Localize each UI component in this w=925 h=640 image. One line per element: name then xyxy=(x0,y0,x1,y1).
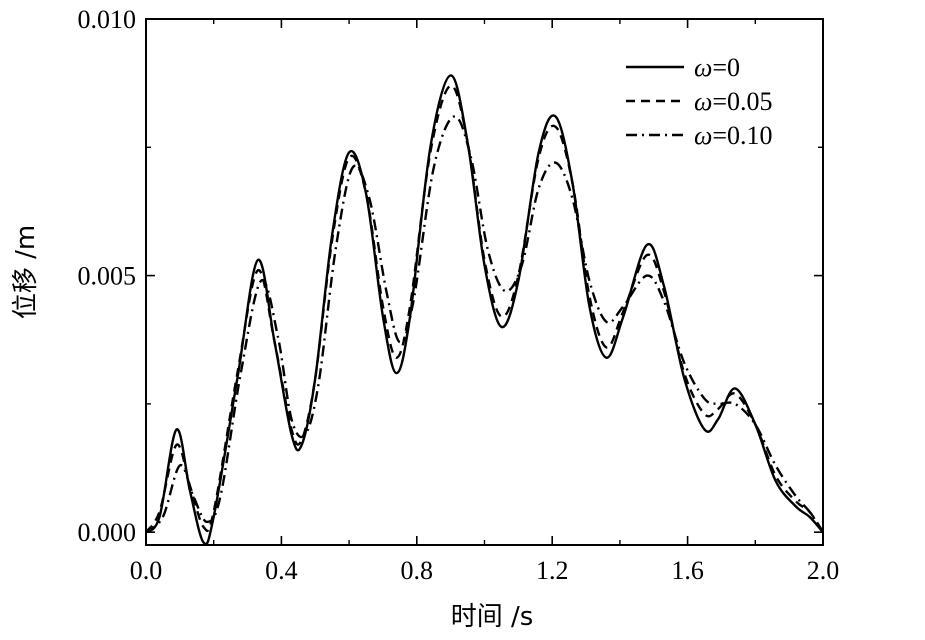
x-tick-label: 0.4 xyxy=(265,556,298,585)
series-line-2 xyxy=(145,115,825,534)
axis-tick-labels: 0.0 0.4 0.8 1.2 1.6 2.0 0.000 0.005 0.010 xyxy=(78,5,840,585)
axis-ticks xyxy=(145,18,824,545)
x-axis-title: 时间 /s xyxy=(451,602,534,632)
plot-lines xyxy=(144,74,825,546)
legend-label-0: ω=0 xyxy=(694,53,740,82)
series-line-1 xyxy=(144,84,825,533)
x-tick-label: 2.0 xyxy=(807,556,840,585)
series-line-0 xyxy=(145,74,824,546)
legend-label-2: ω=0.10 xyxy=(694,121,773,150)
x-tick-label: 0.0 xyxy=(130,556,163,585)
y-tick-label: 0.005 xyxy=(78,262,137,291)
x-tick-label: 0.8 xyxy=(401,556,434,585)
y-tick-label: 0.000 xyxy=(78,518,137,547)
x-tick-label: 1.6 xyxy=(671,556,704,585)
y-tick-label: 0.010 xyxy=(78,5,137,34)
legend-label-1: ω=0.05 xyxy=(694,87,773,116)
x-tick-label: 1.2 xyxy=(536,556,569,585)
legend: ω=0 ω=0.05 ω=0.10 xyxy=(626,53,773,150)
y-axis-title: 位移 /m xyxy=(11,225,41,319)
